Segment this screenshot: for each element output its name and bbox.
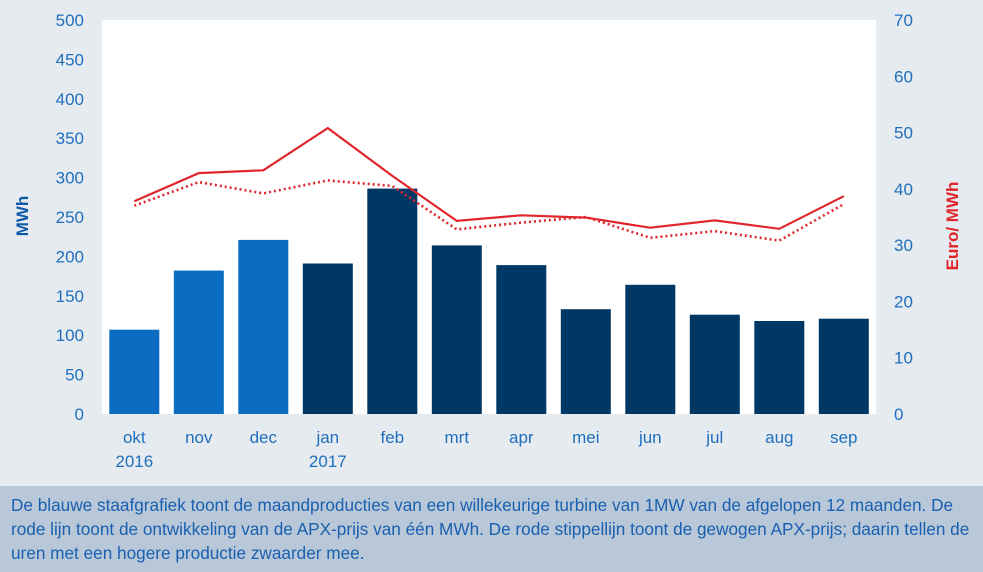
left-tick-label: 500 xyxy=(56,11,84,30)
y-axis-label-right: Euro/ MWh xyxy=(943,182,962,271)
left-tick-label: 250 xyxy=(56,208,84,227)
x-tick-label: okt 2016 xyxy=(115,428,153,471)
bar-jun xyxy=(625,284,676,414)
bar-jan xyxy=(302,263,353,414)
x-tick-label: feb xyxy=(380,428,404,447)
x-tick-label: sep xyxy=(830,428,857,447)
bar-aug xyxy=(754,321,805,414)
left-tick-label: 450 xyxy=(56,50,84,69)
x-tick-label: jul xyxy=(705,428,723,447)
right-tick-label: 10 xyxy=(894,349,913,368)
left-tick-label: 200 xyxy=(56,247,84,266)
bar-mei xyxy=(560,309,611,414)
caption-text: De blauwe staafgrafiek toont de maandpro… xyxy=(0,486,983,572)
right-tick-label: 0 xyxy=(894,405,903,424)
lines-group xyxy=(133,126,845,242)
left-tick-label: 50 xyxy=(65,366,84,385)
left-tick-label: 0 xyxy=(75,405,84,424)
right-tick-label: 60 xyxy=(894,67,913,86)
bar-apr xyxy=(496,265,547,414)
bar-mrt xyxy=(431,245,482,414)
right-tick-label: 20 xyxy=(894,292,913,311)
bar-okt xyxy=(109,329,160,414)
right-tick-label: 70 xyxy=(894,11,913,30)
x-tick-label: nov xyxy=(185,428,213,447)
left-tick-label: 350 xyxy=(56,129,84,148)
right-tick-label: 40 xyxy=(894,180,913,199)
chart-svg: 0 50 100 150 200 250 300 350 400 450 500 0 10 20 30 40… xyxy=(13,11,962,471)
price-line xyxy=(133,126,845,230)
x-tick-label: jan 2017 xyxy=(309,428,347,471)
right-tick-label: 30 xyxy=(894,236,913,255)
left-axis-ticks: 0 50 100 150 200 250 300 350 400 450 500 xyxy=(56,11,84,424)
left-tick-label: 300 xyxy=(56,169,84,188)
x-tick-label: mrt xyxy=(445,428,470,447)
x-tick-label: mei xyxy=(572,428,599,447)
left-tick-label: 150 xyxy=(56,287,84,306)
x-tick-label: apr xyxy=(509,428,534,447)
x-tick-label: aug xyxy=(765,428,793,447)
bar-dec xyxy=(238,239,289,414)
right-tick-label: 50 xyxy=(894,124,913,143)
x-tick-label: jun xyxy=(638,428,662,447)
left-tick-label: 400 xyxy=(56,90,84,109)
weighted-price-line xyxy=(133,179,845,242)
bar-nov xyxy=(173,270,224,414)
plot-area xyxy=(102,20,876,414)
left-tick-label: 100 xyxy=(56,326,84,345)
bar-sep xyxy=(818,318,869,414)
x-axis-ticks: okt 2016 nov dec jan 2017 feb mrt apr mei jun jul au… xyxy=(115,428,857,471)
x-tick-label: dec xyxy=(250,428,278,447)
right-axis-ticks: 0 10 20 30 40 50 60 70 xyxy=(894,11,913,424)
bar-feb xyxy=(367,188,418,414)
y-axis-label-left: MWh xyxy=(13,196,32,237)
bars-group xyxy=(109,188,869,414)
bar-jul xyxy=(689,314,740,414)
